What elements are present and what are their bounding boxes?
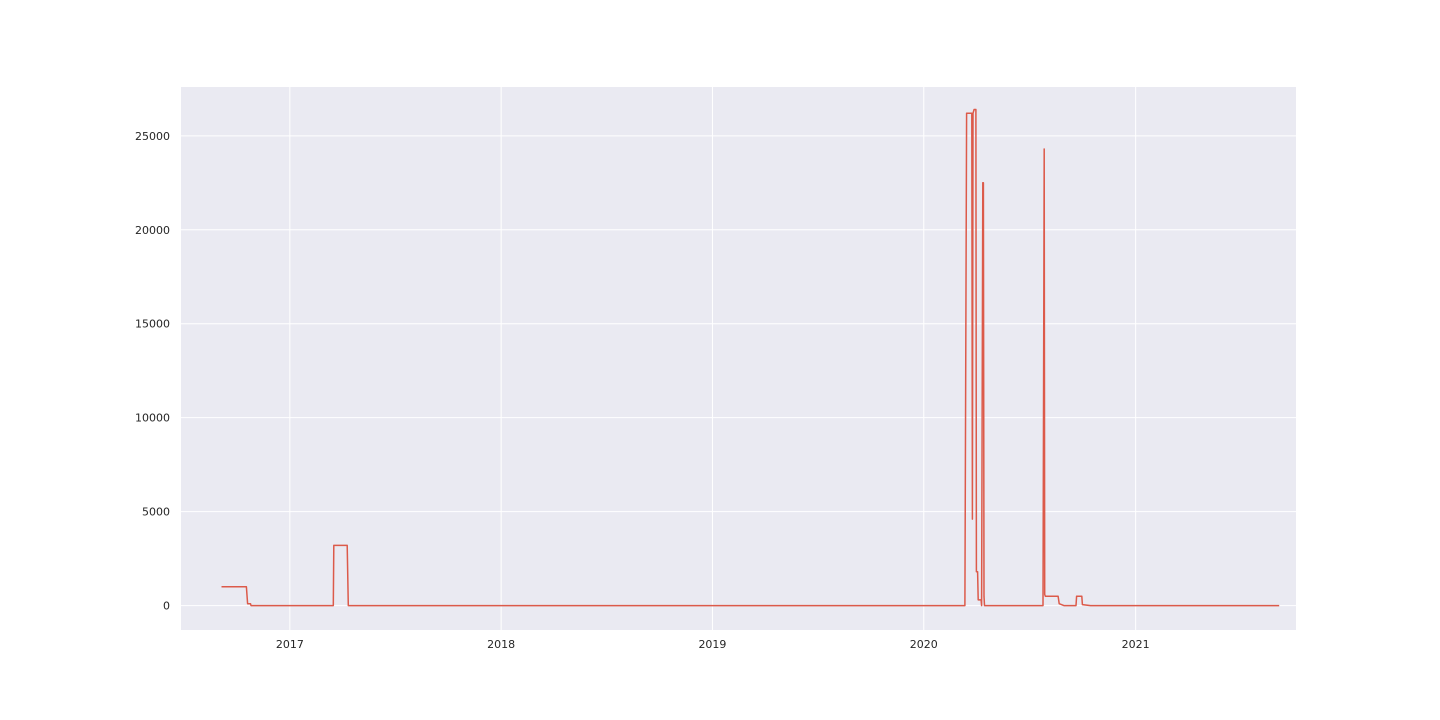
series-group	[221, 108, 1280, 607]
x-tick-label: 2020	[910, 638, 938, 651]
y-tick-label: 0	[163, 600, 170, 613]
plot-background	[181, 87, 1296, 630]
y-axis: 0 5000 10000 15000 20000 25000	[135, 130, 170, 613]
y-tick-label: 20000	[135, 224, 170, 237]
x-tick-label: 2021	[1122, 638, 1150, 651]
x-tick-label: 2019	[698, 638, 726, 651]
y-tick-label: 15000	[135, 318, 170, 331]
y-tick-label: 5000	[142, 506, 170, 519]
y-tick-label: 10000	[135, 412, 170, 425]
y-tick-label: 25000	[135, 130, 170, 143]
x-tick-label: 2018	[487, 638, 515, 651]
x-tick-label: 2017	[276, 638, 304, 651]
series-line	[221, 108, 1280, 607]
x-axis: 2017 2018 2019 2020 2021	[276, 638, 1150, 651]
